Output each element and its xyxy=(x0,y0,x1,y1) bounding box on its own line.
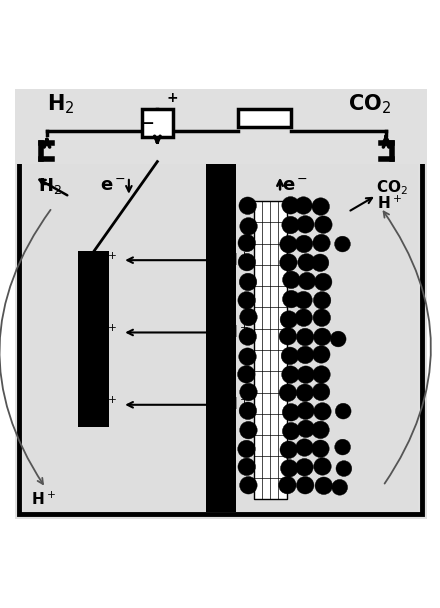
Circle shape xyxy=(238,292,255,309)
Circle shape xyxy=(297,216,314,233)
Text: H$^+$: H$^+$ xyxy=(224,252,249,269)
Circle shape xyxy=(312,198,330,215)
Circle shape xyxy=(281,347,299,365)
Circle shape xyxy=(297,328,314,346)
Circle shape xyxy=(240,383,257,401)
Bar xyxy=(254,201,286,499)
Text: e$^-$: e$^-$ xyxy=(100,177,127,195)
Text: +: + xyxy=(167,91,179,105)
Circle shape xyxy=(313,309,330,326)
Circle shape xyxy=(239,273,257,291)
Circle shape xyxy=(297,477,314,494)
Circle shape xyxy=(330,331,346,347)
Circle shape xyxy=(314,402,331,420)
Circle shape xyxy=(282,216,299,234)
Bar xyxy=(142,109,172,137)
Circle shape xyxy=(238,440,255,458)
Bar xyxy=(236,162,418,512)
Circle shape xyxy=(315,477,333,494)
Circle shape xyxy=(239,402,257,420)
Text: CO$_2$: CO$_2$ xyxy=(348,93,392,116)
Text: H$^+$: H$^+$ xyxy=(92,324,117,341)
Circle shape xyxy=(282,423,300,440)
Text: e$^-$: e$^-$ xyxy=(282,177,308,195)
Circle shape xyxy=(312,346,330,363)
Circle shape xyxy=(336,461,352,477)
Text: H$^+$: H$^+$ xyxy=(31,491,56,508)
Circle shape xyxy=(297,402,314,420)
Text: H$^+$: H$^+$ xyxy=(224,396,249,413)
Circle shape xyxy=(239,197,257,215)
Circle shape xyxy=(240,308,257,326)
Circle shape xyxy=(280,311,297,328)
Circle shape xyxy=(298,272,316,290)
Circle shape xyxy=(315,216,332,233)
Circle shape xyxy=(313,366,330,383)
Circle shape xyxy=(312,383,330,401)
Circle shape xyxy=(280,254,297,271)
Text: H$_2$: H$_2$ xyxy=(47,93,75,116)
Circle shape xyxy=(238,234,256,252)
Circle shape xyxy=(240,477,257,494)
Circle shape xyxy=(297,346,314,364)
Circle shape xyxy=(280,460,298,477)
Circle shape xyxy=(312,440,329,457)
Circle shape xyxy=(240,421,257,439)
Circle shape xyxy=(282,366,299,384)
Circle shape xyxy=(295,291,312,309)
Circle shape xyxy=(313,292,331,309)
Circle shape xyxy=(334,236,350,252)
Circle shape xyxy=(295,197,312,214)
Circle shape xyxy=(282,404,300,421)
Circle shape xyxy=(238,458,256,475)
Circle shape xyxy=(279,476,296,494)
Circle shape xyxy=(315,273,332,291)
Circle shape xyxy=(313,234,330,252)
Circle shape xyxy=(280,235,297,253)
Circle shape xyxy=(238,254,256,271)
Text: −: − xyxy=(141,116,154,131)
Circle shape xyxy=(295,309,312,326)
Circle shape xyxy=(240,218,257,235)
Text: H$^+$: H$^+$ xyxy=(92,396,117,413)
Circle shape xyxy=(312,421,329,438)
Circle shape xyxy=(239,348,256,365)
Text: H$^+$: H$^+$ xyxy=(224,324,249,341)
Circle shape xyxy=(312,254,329,272)
Circle shape xyxy=(297,366,315,384)
Circle shape xyxy=(297,420,315,438)
Circle shape xyxy=(280,441,297,458)
Bar xyxy=(78,252,109,427)
Bar xyxy=(19,159,422,514)
Circle shape xyxy=(238,365,255,383)
Text: H$^+$: H$^+$ xyxy=(92,252,117,269)
Circle shape xyxy=(296,384,314,401)
Circle shape xyxy=(335,403,351,419)
Circle shape xyxy=(295,235,313,253)
Circle shape xyxy=(332,480,348,495)
Circle shape xyxy=(298,254,315,271)
Bar xyxy=(24,162,205,512)
Bar xyxy=(238,109,291,126)
Circle shape xyxy=(314,458,331,475)
Circle shape xyxy=(314,328,331,345)
Circle shape xyxy=(279,328,297,345)
Circle shape xyxy=(239,328,257,345)
Circle shape xyxy=(296,439,313,456)
Circle shape xyxy=(335,439,351,455)
Circle shape xyxy=(279,384,297,401)
Bar xyxy=(15,89,427,164)
Circle shape xyxy=(296,458,313,476)
Bar xyxy=(205,162,236,512)
Circle shape xyxy=(282,291,300,308)
Circle shape xyxy=(282,196,299,214)
Text: CO$_2$: CO$_2$ xyxy=(376,179,408,197)
Text: H$_2$: H$_2$ xyxy=(38,176,62,196)
Circle shape xyxy=(282,271,300,289)
Text: H$^+$: H$^+$ xyxy=(377,195,402,212)
